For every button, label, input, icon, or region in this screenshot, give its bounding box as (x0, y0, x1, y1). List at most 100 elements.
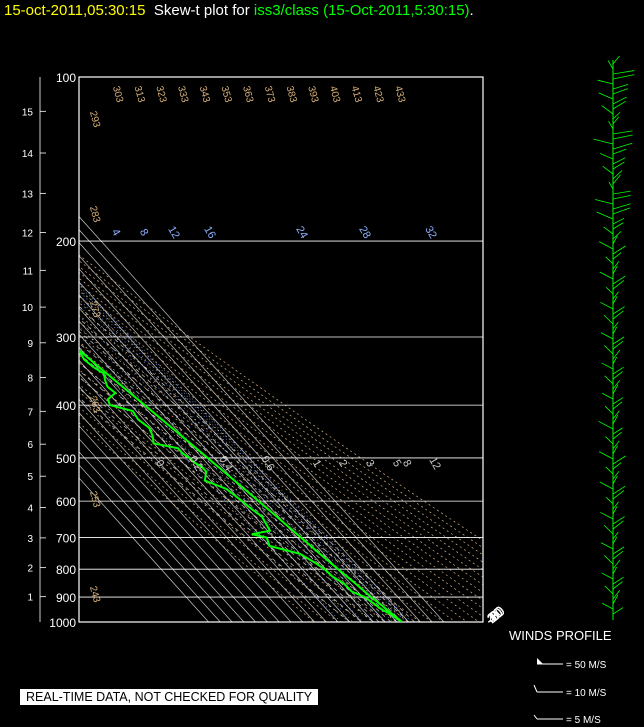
mixing-ratio-line (79, 284, 410, 622)
height-tick-label: 14 (22, 149, 34, 160)
wind-barb (612, 559, 621, 570)
dry-adiabat-label: 253 (87, 490, 102, 509)
wind-barb (612, 445, 618, 455)
dry-adiabat-line (79, 283, 483, 578)
wind-barb (595, 199, 614, 205)
wind-barb (612, 222, 624, 230)
dry-adiabat-line (79, 308, 483, 609)
mixing-ratio-label: 32 (422, 224, 439, 241)
wind-barb (604, 345, 614, 355)
wind-barb (612, 116, 620, 125)
wind-barb (612, 356, 618, 365)
wind-barb (612, 161, 625, 170)
wind-barb (612, 130, 633, 135)
dry-adiabat-line (79, 302, 483, 601)
wind-barb (612, 349, 621, 360)
chart-title: 15-oct-2011,05:30:15 Skew-t plot for iss… (4, 2, 474, 19)
wind-barb (612, 70, 635, 75)
moist-adiabat-label: 0 (153, 458, 166, 469)
dry-adiabat-label: 353 (218, 85, 233, 104)
wind-barb (612, 203, 631, 210)
wind-barb (612, 310, 624, 320)
mixing-ratio-line (79, 294, 399, 622)
dry-adiabat-line (79, 327, 468, 622)
wind-barb (612, 471, 620, 480)
mixing-ratio-line (79, 346, 342, 622)
wind-barb (593, 138, 614, 145)
wind-barb (612, 194, 631, 200)
dry-adiabat-line (79, 277, 483, 571)
wind-barb (612, 455, 626, 465)
isotherm-line (79, 425, 256, 622)
wind-barb (612, 340, 624, 350)
wind-barb (612, 431, 622, 440)
dry-adiabat-label: 313 (132, 85, 147, 104)
isotherm-line (79, 216, 445, 622)
wind-barb (612, 397, 624, 405)
wind-barb (612, 410, 620, 420)
wind-barb (612, 371, 623, 380)
pressure-tick-label: 600 (56, 495, 76, 509)
wind-profile (593, 55, 635, 620)
moist-adiabat-line (79, 353, 392, 622)
moist-adiabat-label: 8 (400, 458, 413, 469)
wind-legend-pennant (537, 658, 543, 664)
height-tick-label: 11 (23, 266, 34, 277)
title-source: iss3/class (15-Oct-2011,5:30:15) (253, 2, 470, 19)
dry-adiabat-label: 423 (370, 85, 385, 104)
moist-adiabat-label: 0.6 (259, 454, 277, 473)
wind-barb (600, 301, 614, 310)
wind-barb (612, 379, 621, 390)
mixing-ratio-line (79, 325, 364, 622)
pressure-tick-label: 400 (56, 399, 76, 413)
wind-barb (612, 536, 618, 545)
axis-labels: 1002003004005006007008009001000123456789… (22, 71, 508, 630)
mixing-ratio-line (79, 282, 412, 622)
wind-barb (596, 211, 614, 220)
mixing-ratio-label: 28 (356, 224, 373, 241)
height-tick-label: 13 (22, 189, 34, 200)
mixing-ratio-line (79, 287, 407, 622)
wind-barb (612, 490, 625, 500)
wind-barb (612, 207, 631, 215)
wind-legend-feather (533, 714, 538, 720)
wind-barb (612, 485, 626, 495)
wind-barb (612, 414, 619, 425)
wind-barb (612, 336, 625, 345)
wind-barb (612, 427, 623, 435)
temperature-profile (79, 348, 403, 622)
wind-barb (600, 511, 614, 520)
wind-barb (600, 542, 614, 550)
dry-adiabat-label: 433 (392, 85, 407, 104)
wind-barb (612, 401, 623, 410)
wind-barb (612, 142, 633, 150)
wind-barb (598, 241, 614, 250)
wind-legend: = 50 M/S = 10 M/S = 5 M/S (533, 658, 607, 726)
wind-barb (612, 217, 625, 225)
mixing-ratio-label: 4 (109, 227, 122, 238)
pressure-tick-label: 100 (56, 71, 76, 85)
wind-barb (612, 148, 627, 155)
wind-barb (612, 157, 626, 165)
wind-barb (612, 235, 618, 245)
wind-barb (612, 550, 624, 560)
wind-barb (612, 261, 620, 270)
wind-barb (601, 392, 614, 400)
wind-barb (612, 112, 621, 120)
dry-adiabat-label: 293 (87, 110, 102, 129)
wind-barb (605, 497, 614, 505)
wind-barb (612, 245, 626, 255)
pressure-tick-label: 1000 (49, 616, 76, 630)
wind-legend-label: = 50 M/S (566, 660, 607, 671)
wind-barb (599, 153, 614, 160)
wind-barb (598, 420, 614, 430)
wind-barb (612, 306, 625, 315)
height-tick-label: 4 (27, 503, 33, 514)
sounding-profiles (79, 348, 403, 622)
dry-adiabat-line (79, 271, 483, 563)
mixing-ratio-label: 16 (201, 224, 218, 241)
wind-barb (612, 462, 622, 470)
isotherm-line (79, 268, 398, 622)
wind-barb (608, 181, 614, 190)
